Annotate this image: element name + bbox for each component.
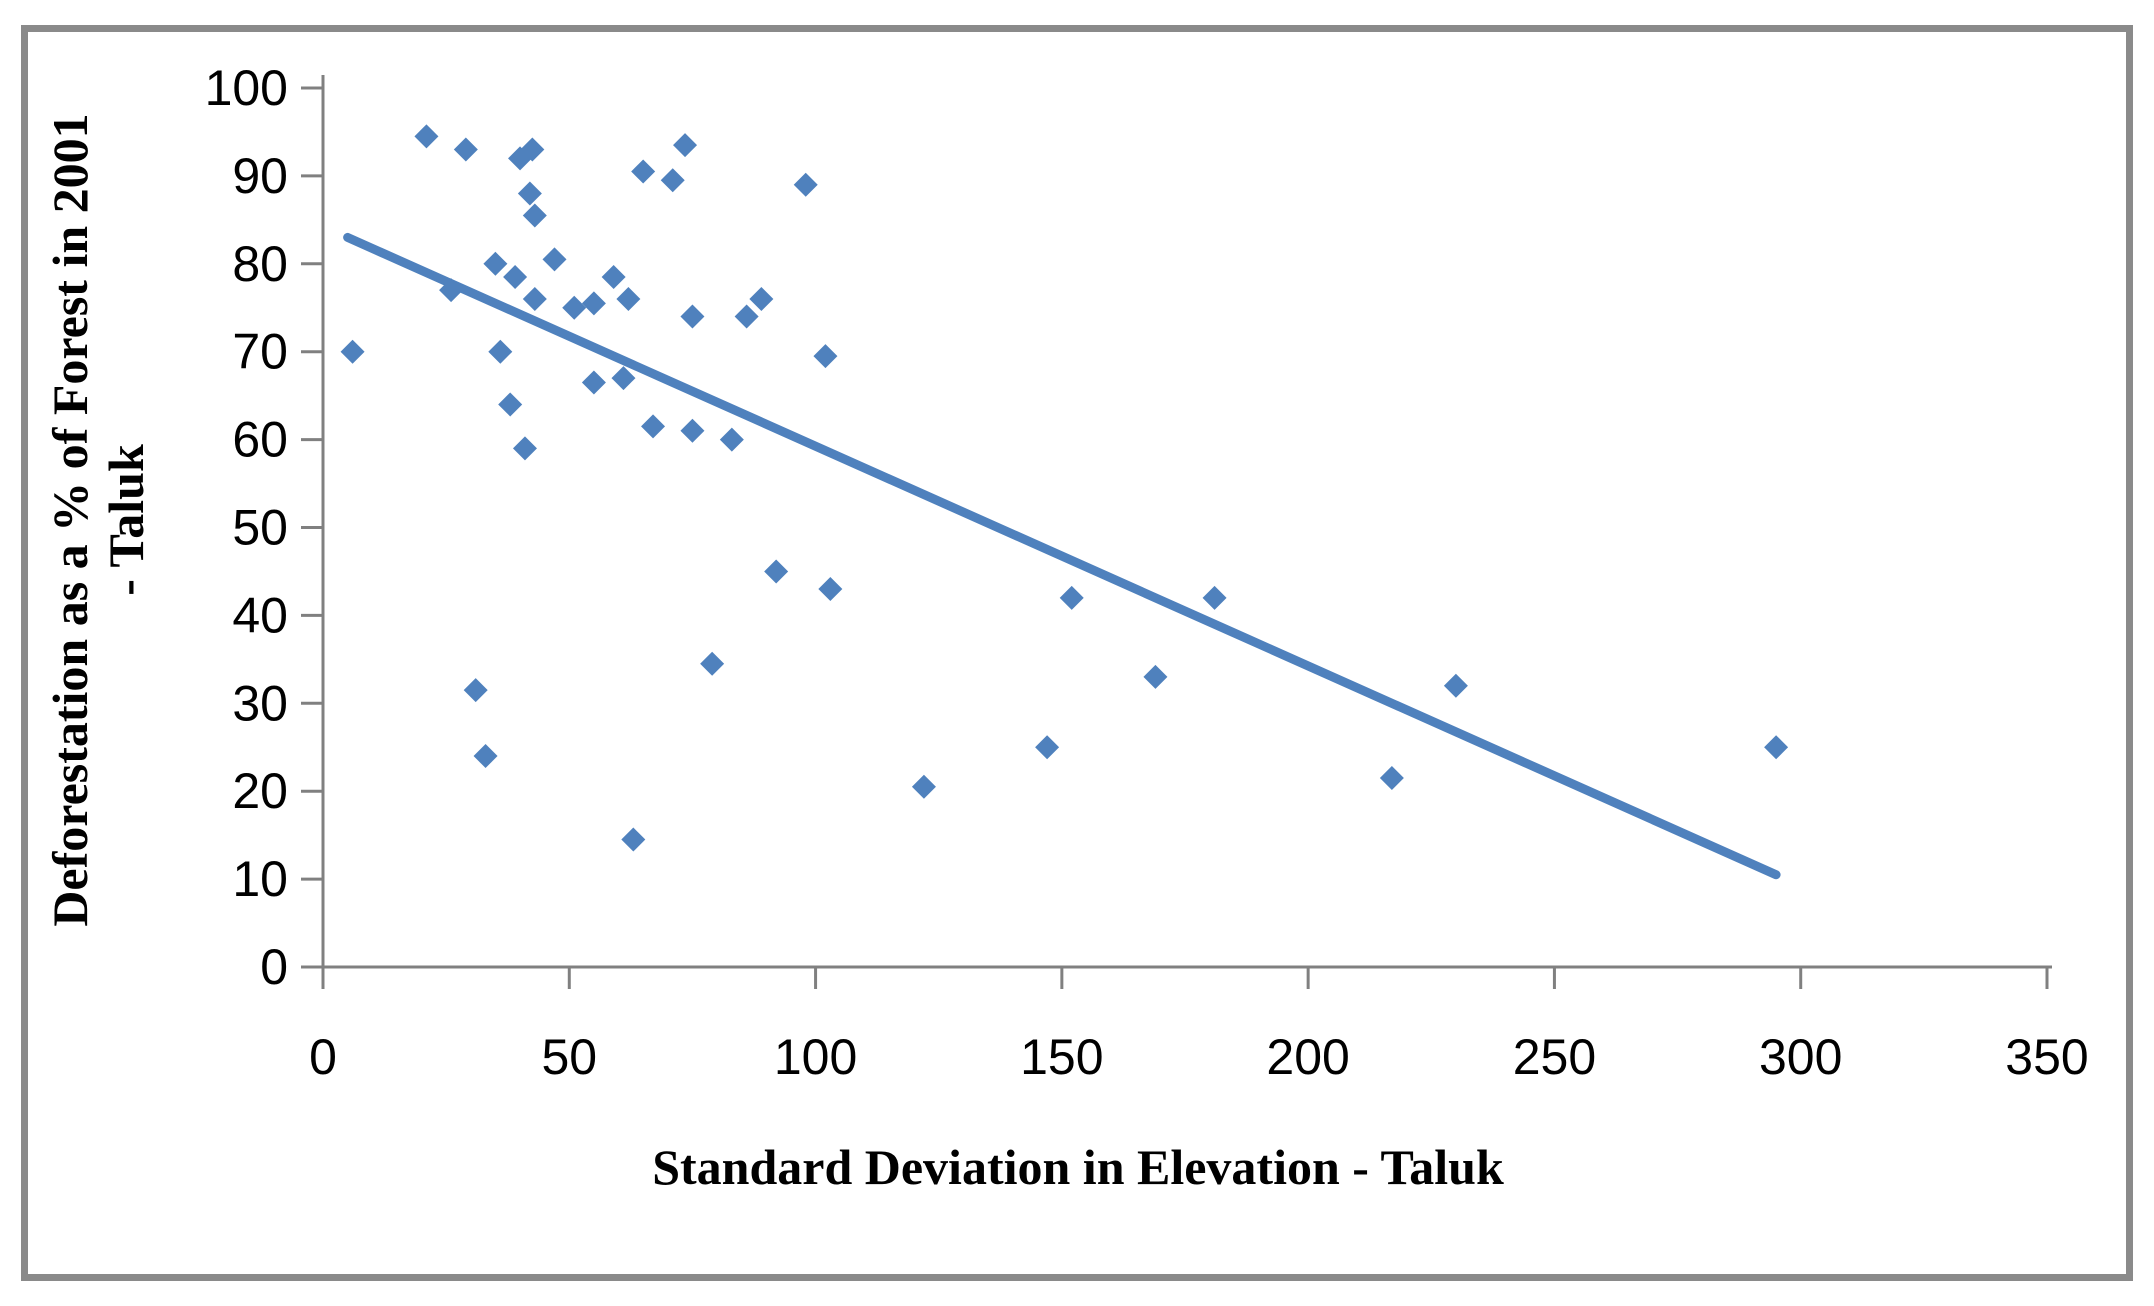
y-tick-label: 50 bbox=[232, 500, 288, 556]
data-point-diamond bbox=[463, 678, 488, 703]
data-point-diamond bbox=[621, 827, 646, 852]
data-point-diamond bbox=[1764, 735, 1789, 760]
data-point-diamond bbox=[1202, 585, 1227, 610]
trend-line bbox=[343, 232, 1781, 880]
data-point-diamond bbox=[453, 137, 478, 162]
data-point-diamond bbox=[340, 339, 365, 364]
data-point-diamond bbox=[641, 414, 666, 439]
y-tick-label: 100 bbox=[205, 60, 288, 116]
data-point-diamond bbox=[488, 339, 513, 364]
x-tick-label: 350 bbox=[2005, 1029, 2088, 1085]
y-tick-label: 90 bbox=[232, 148, 288, 204]
chart-border-frame bbox=[21, 25, 2133, 1281]
data-point-diamond bbox=[911, 774, 936, 799]
data-point-diamond bbox=[749, 286, 774, 311]
y-axis-title: Deforestation as a % of Forest in 2001 -… bbox=[42, 20, 154, 1020]
y-tick-label: 70 bbox=[232, 324, 288, 380]
y-tick-label: 40 bbox=[232, 587, 288, 643]
x-tick-label: 150 bbox=[1020, 1029, 1103, 1085]
data-point-diamond bbox=[1059, 585, 1084, 610]
data-point-diamond bbox=[793, 172, 818, 197]
data-point-diamond bbox=[414, 124, 439, 149]
y-tick-label: 30 bbox=[232, 675, 288, 731]
data-point-diamond bbox=[503, 264, 528, 289]
data-point-diamond bbox=[520, 137, 545, 162]
data-point-diamond bbox=[601, 264, 626, 289]
data-point-diamond bbox=[673, 133, 698, 158]
data-point-diamond bbox=[512, 436, 537, 461]
data-point-diamond bbox=[522, 203, 547, 228]
x-tick-label: 100 bbox=[774, 1029, 857, 1085]
data-point-diamond bbox=[1143, 664, 1168, 689]
data-point-diamond bbox=[734, 304, 759, 329]
data-point-diamond bbox=[1379, 766, 1404, 791]
data-point-diamond bbox=[498, 392, 523, 417]
data-point-diamond bbox=[581, 370, 606, 395]
y-tick-label: 60 bbox=[232, 412, 288, 468]
data-point-diamond bbox=[680, 418, 705, 443]
data-point-diamond bbox=[818, 577, 843, 602]
y-tick-label: 80 bbox=[232, 236, 288, 292]
data-point-diamond bbox=[1443, 673, 1468, 698]
x-tick-label: 250 bbox=[1513, 1029, 1596, 1085]
data-point-diamond bbox=[719, 427, 744, 452]
y-tick-label: 10 bbox=[232, 851, 288, 907]
data-point-diamond bbox=[631, 159, 656, 184]
data-point-diamond bbox=[700, 651, 725, 676]
data-point-diamond bbox=[522, 286, 547, 311]
x-tick-label: 50 bbox=[541, 1029, 597, 1085]
data-point-diamond bbox=[680, 304, 705, 329]
x-tick-label: 300 bbox=[1759, 1029, 1842, 1085]
data-point-diamond bbox=[611, 366, 636, 391]
y-axis-title-line1: Deforestation as a % of Forest in 2001 bbox=[42, 113, 98, 927]
x-tick-label: 200 bbox=[1266, 1029, 1349, 1085]
y-tick-label: 20 bbox=[232, 763, 288, 819]
data-point-diamond bbox=[473, 744, 498, 769]
data-point-diamond bbox=[764, 559, 789, 584]
x-tick-label: 0 bbox=[309, 1029, 337, 1085]
data-point-diamond bbox=[562, 295, 587, 320]
data-point-diamond bbox=[581, 291, 606, 316]
data-point-diamond bbox=[616, 286, 641, 311]
y-tick-label: 0 bbox=[260, 939, 288, 995]
data-point-diamond bbox=[1035, 735, 1060, 760]
data-point-diamond bbox=[517, 181, 542, 206]
data-point-diamond bbox=[660, 168, 685, 193]
data-point-diamond bbox=[483, 251, 508, 276]
y-axis-title-line2: - Taluk bbox=[98, 444, 154, 596]
x-axis-title: Standard Deviation in Elevation - Taluk bbox=[652, 1139, 1504, 1195]
data-point-diamond bbox=[813, 344, 838, 369]
data-point-diamond bbox=[439, 278, 464, 303]
data-point-diamond bbox=[542, 247, 567, 272]
